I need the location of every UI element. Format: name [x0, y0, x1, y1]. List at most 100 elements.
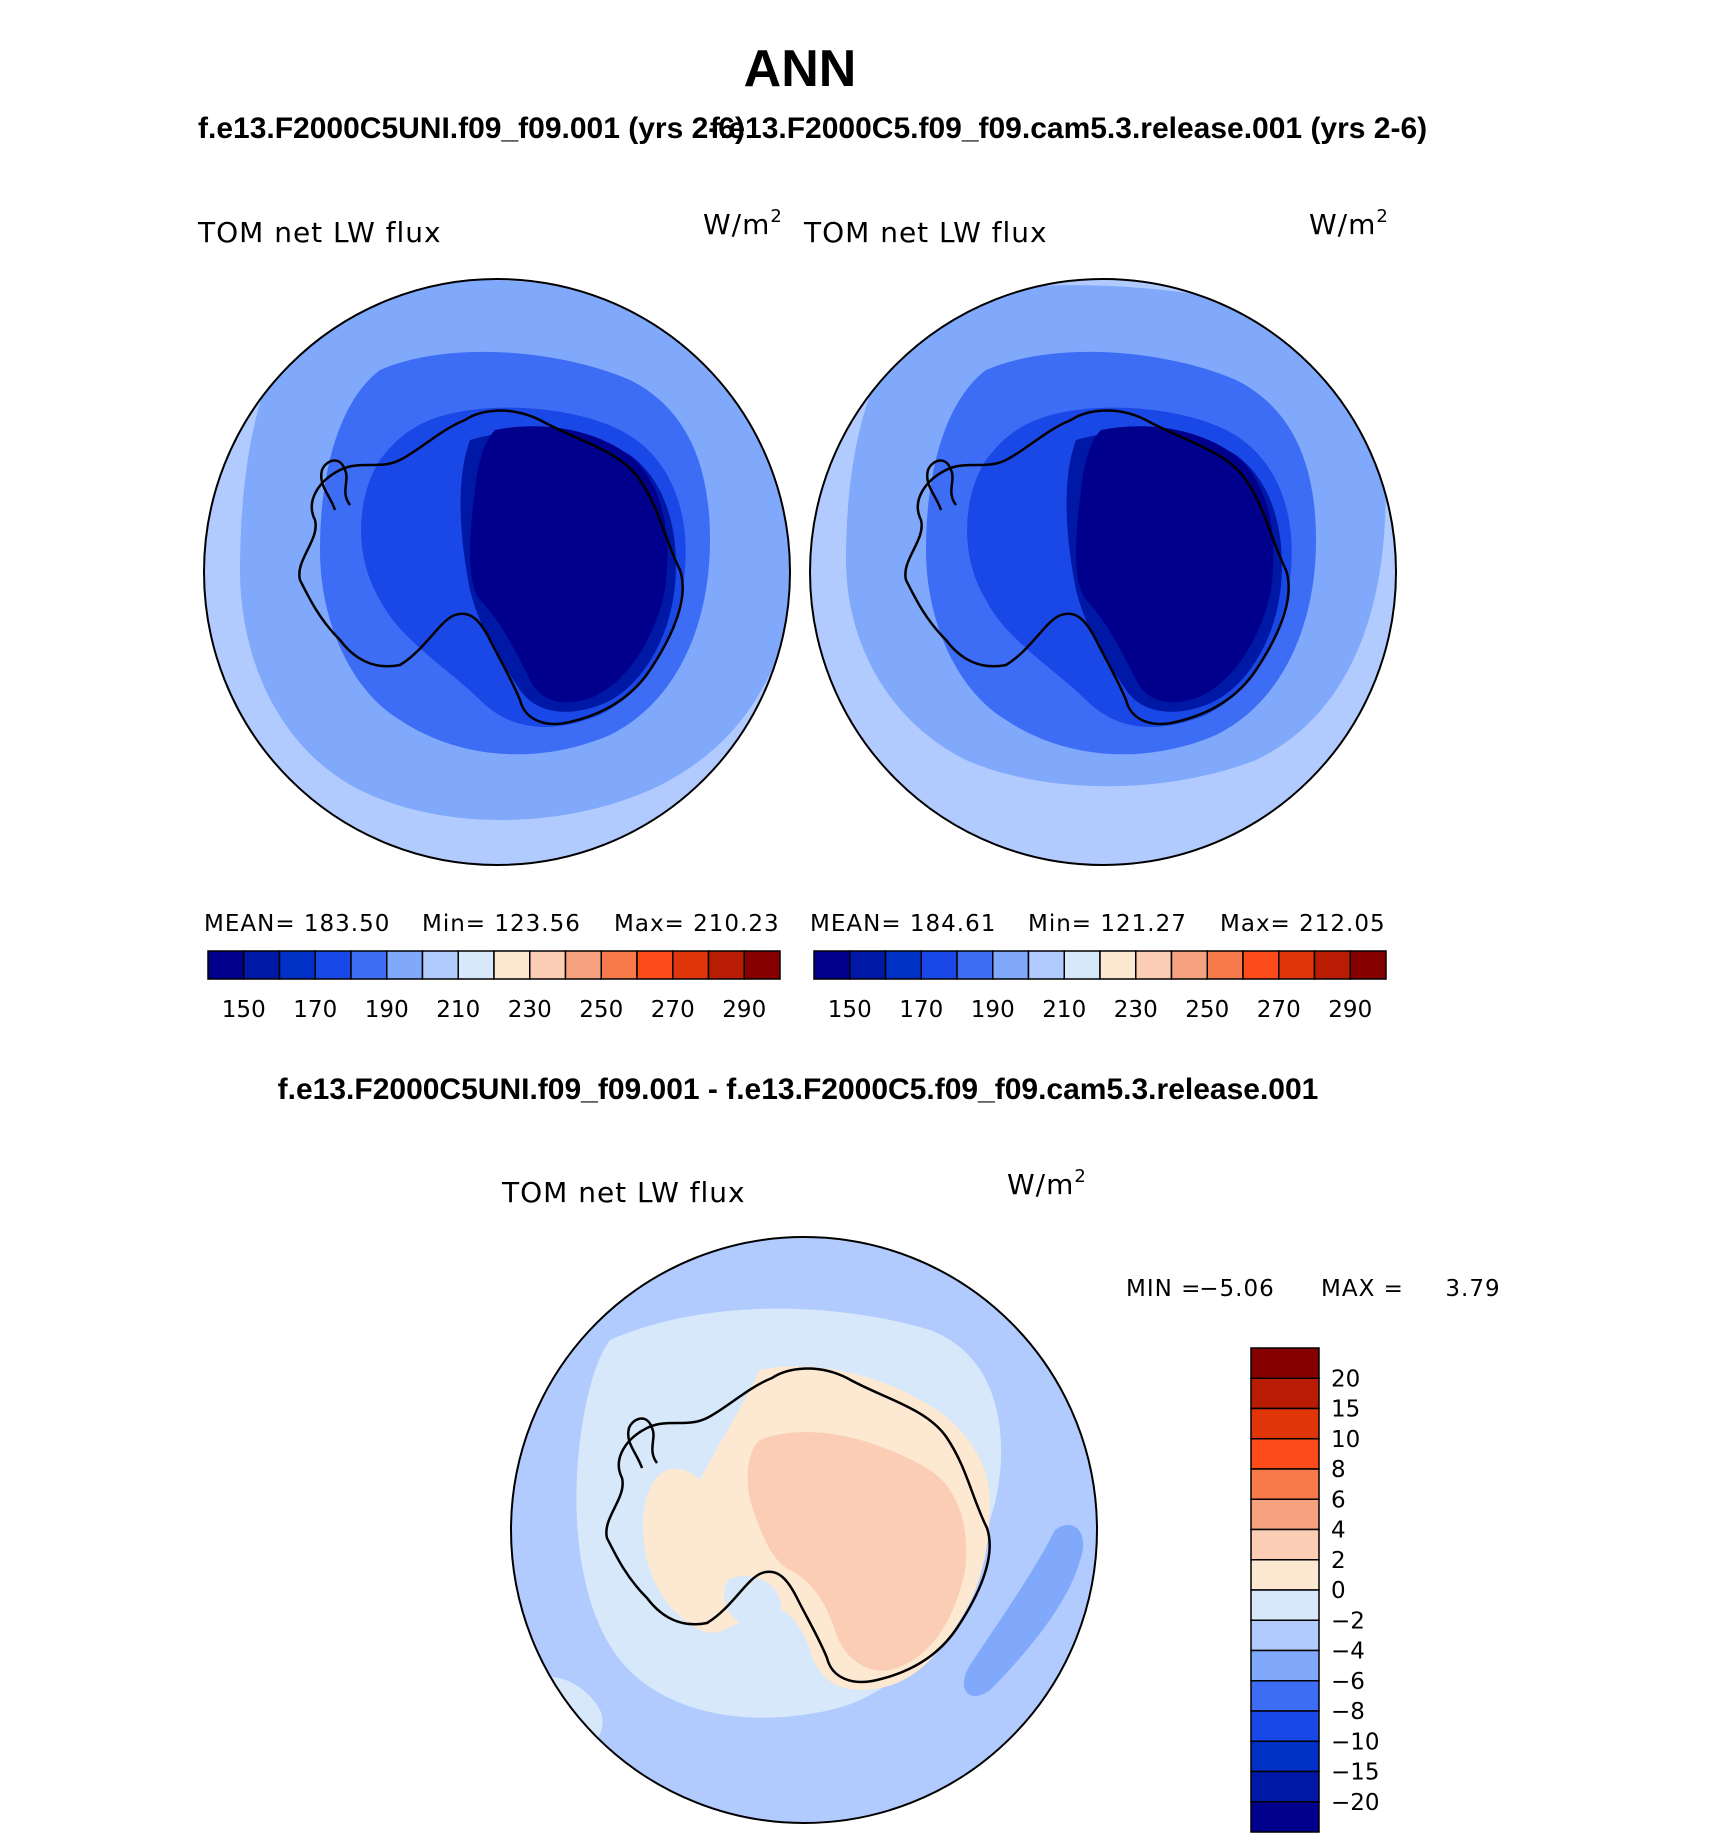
colorbar-tick-label: 20: [1331, 1366, 1360, 1392]
colorbar-box: [529, 950, 567, 980]
map-a-border: [203, 278, 791, 866]
colorbar-box: [350, 950, 388, 980]
colorbar-tick-label: 2: [1331, 1548, 1346, 1574]
colorbar-box: [1250, 1680, 1320, 1712]
diff-min-value: −5.06: [1199, 1276, 1274, 1302]
colorbar-box: [707, 950, 745, 980]
colorbar-box: [1250, 1589, 1320, 1621]
panel-diff: TOM net LW flux W/m2 MIN = −5.06 MAX = 3…: [501, 1166, 1500, 1824]
colorbar-box: [1349, 950, 1387, 980]
case-title-right: f.e13.F2000C5.f09_f09.cam5.3.release.001…: [710, 112, 1427, 145]
colorbar-tick-label: 230: [508, 997, 552, 1023]
colorbar-box: [636, 950, 674, 980]
colorbar-tick-label: 230: [1114, 997, 1158, 1023]
map-b-coastline: [904, 409, 1290, 726]
colorbar-box: [421, 950, 459, 980]
diff-title: f.e13.F2000C5UNI.f09_f09.001 - f.e13.F20…: [278, 1073, 1319, 1106]
colorbar-tick-label: 210: [436, 997, 480, 1023]
colorbar-box: [564, 950, 602, 980]
colorbar-tick-label: 190: [971, 997, 1015, 1023]
colorbar-box: [278, 950, 316, 980]
colorbar-tick-label: 270: [651, 997, 695, 1023]
colorbar-tick-label: 250: [579, 997, 623, 1023]
panel-right: TOM net LW flux W/m2: [803, 206, 1397, 866]
colorbar-left: 150 170 190 210 230 250 270 290: [207, 950, 781, 1023]
panel-right-max: Max= 212.05: [1220, 911, 1386, 937]
colorbar-box: [1250, 1498, 1320, 1531]
colorbar-tick-label: 150: [828, 997, 872, 1023]
colorbar-box: [1250, 1347, 1320, 1379]
colorbar-tick-label: 190: [365, 997, 409, 1023]
page-title: ANN: [744, 40, 857, 98]
colorbar-box: [1170, 950, 1208, 980]
panel-right-mean: MEAN= 184.61: [810, 911, 996, 937]
colorbar-box: [1250, 1528, 1320, 1561]
map-c-ross-patch: [724, 1576, 781, 1627]
colorbar-box: [1250, 1710, 1320, 1742]
colorbar-tick-label: 4: [1331, 1518, 1346, 1544]
colorbar-box: [243, 950, 281, 980]
colorbar-box: [884, 950, 922, 980]
panel-left-map: [204, 279, 790, 865]
colorbar-box: [1063, 950, 1101, 980]
map-c-continent-warm: [747, 1431, 967, 1671]
panel-diff-variable: TOM net LW flux: [501, 1176, 746, 1209]
colorbar-tick-label: 210: [1042, 997, 1086, 1023]
map-c-coastline: [605, 1367, 991, 1684]
map-a-peninsula: [319, 459, 352, 511]
map-c-border: [510, 1236, 1098, 1824]
colorbar-box: [1250, 1407, 1320, 1440]
colorbar-tick-label: 10: [1331, 1427, 1360, 1453]
map-b-band-6: [1076, 426, 1274, 703]
colorbar-tick-label: 6: [1331, 1487, 1346, 1513]
colorbar-tick-label: −20: [1331, 1790, 1380, 1816]
colorbar-tick-label: 170: [899, 997, 943, 1023]
colorbar-box: [1250, 1619, 1320, 1652]
colorbar-tick-label: 15: [1331, 1397, 1360, 1423]
map-b-border: [809, 278, 1397, 866]
colorbar-tick-label: 8: [1331, 1457, 1346, 1483]
colorbar-box: [672, 950, 710, 980]
panel-right-variable: TOM net LW flux: [803, 216, 1048, 249]
colorbar-box: [1206, 950, 1244, 980]
colorbar-box: [813, 950, 851, 980]
colorbar-tick-label: −15: [1331, 1760, 1380, 1786]
map-b-peninsula: [925, 459, 958, 511]
colorbar-box: [493, 950, 531, 980]
panel-left-mean: MEAN= 183.50: [204, 911, 390, 937]
panel-left-units: W/m2: [703, 206, 783, 241]
colorbar-box: [849, 950, 887, 980]
colorbar-tick-label: 270: [1257, 997, 1301, 1023]
diff-max-value: 3.79: [1445, 1276, 1500, 1302]
colorbar-tick-label: 250: [1185, 997, 1229, 1023]
colorbar-right: 150 170 190 210 230 250 270 290: [813, 950, 1387, 1023]
colorbar-box: [1242, 950, 1280, 980]
colorbar-box: [1250, 1649, 1320, 1682]
colorbar-tick-label: −10: [1331, 1729, 1380, 1755]
diff-min-label: MIN =: [1126, 1276, 1201, 1302]
colorbar-box: [1250, 1377, 1320, 1410]
map-a-band-6: [470, 426, 668, 703]
colorbar-box: [1250, 1438, 1320, 1470]
colorbar-tick-label: 150: [222, 997, 266, 1023]
map-c-peninsula: [626, 1417, 659, 1469]
colorbar-tick-label: −4: [1331, 1639, 1365, 1665]
panel-right-map: [810, 279, 1396, 865]
colorbar-box: [1250, 1468, 1320, 1500]
colorbar-box: [743, 950, 781, 980]
colorbar-box: [314, 950, 352, 980]
map-a-coastline: [298, 409, 684, 726]
colorbar-tick-label: 290: [722, 997, 766, 1023]
colorbar-box: [1135, 950, 1173, 980]
colorbar-box: [457, 950, 495, 980]
panel-diff-map: [511, 1237, 1097, 1823]
panel-left-max: Max= 210.23: [614, 911, 780, 937]
colorbar-box: [1027, 950, 1065, 980]
colorbar-box: [920, 950, 958, 980]
colorbar-box: [1250, 1770, 1320, 1803]
colorbar-box: [1099, 950, 1137, 980]
colorbar-box: [1278, 950, 1316, 980]
colorbar-box: [956, 950, 994, 980]
